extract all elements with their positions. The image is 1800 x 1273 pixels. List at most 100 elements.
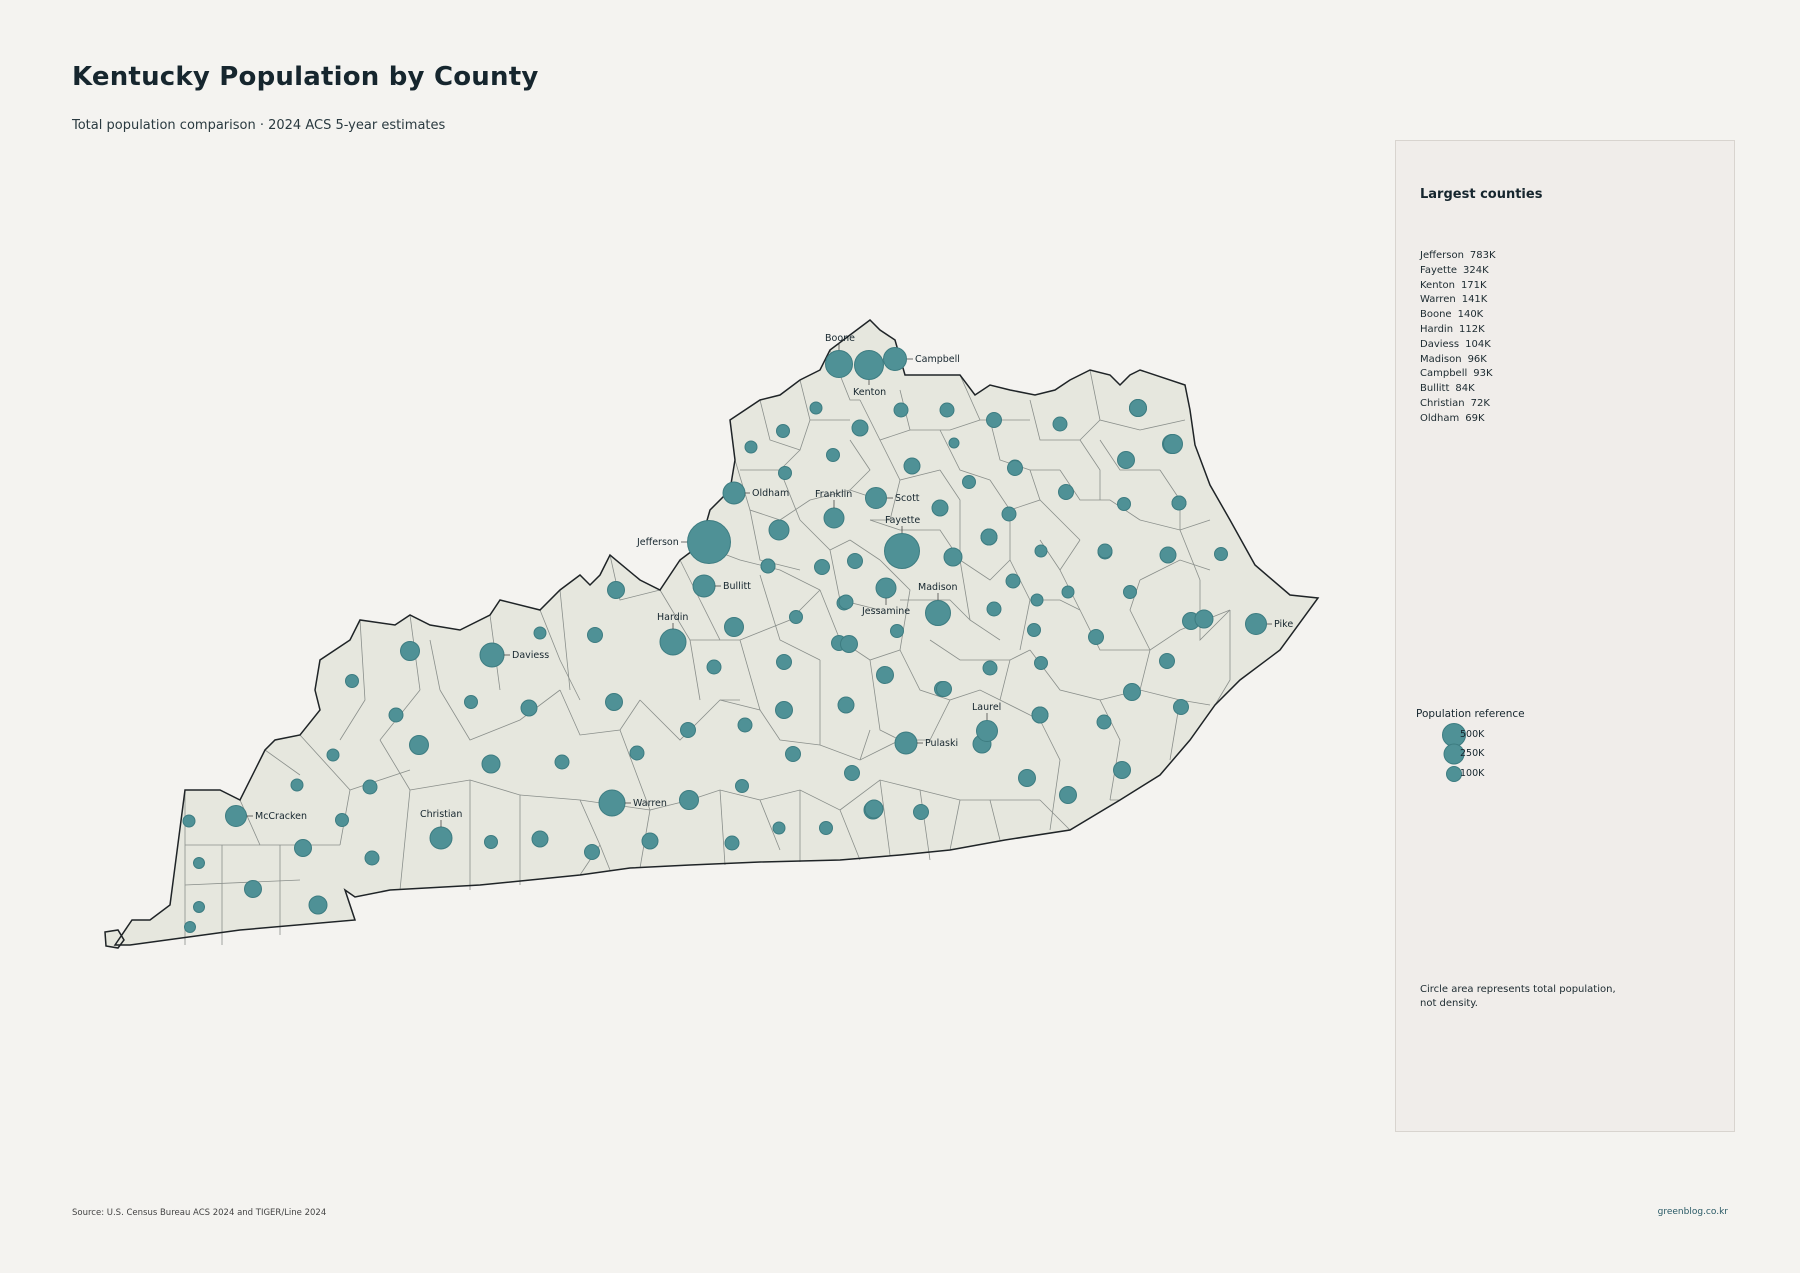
label-mccracken: McCracken bbox=[255, 811, 307, 822]
ranking-county: Christian bbox=[1420, 397, 1465, 409]
reference-circle-100k bbox=[1446, 766, 1462, 782]
ranking-county: Oldham bbox=[1420, 412, 1460, 424]
ranking-value: 783K bbox=[1469, 250, 1496, 261]
label-jessamine: Jessamine bbox=[861, 606, 910, 617]
bubble-jessamine bbox=[875, 577, 897, 599]
county-bubble bbox=[409, 735, 429, 755]
bubble-scott bbox=[865, 487, 887, 509]
reference-circle-250k bbox=[1443, 743, 1465, 765]
bubble-pulaski bbox=[894, 731, 918, 755]
ranking-item: Jefferson 783K bbox=[1420, 249, 1496, 264]
ranking-item: Warren 141K bbox=[1420, 293, 1496, 308]
bubble-mccracken bbox=[225, 805, 247, 827]
county-bubble bbox=[1171, 495, 1187, 511]
county-bubble bbox=[1061, 585, 1075, 599]
county-bubble bbox=[193, 901, 205, 913]
county-bubble bbox=[1123, 585, 1137, 599]
ranking-item: Fayette 324K bbox=[1420, 264, 1496, 279]
county-bubble bbox=[931, 499, 949, 517]
county-bubble bbox=[533, 626, 547, 640]
bubble-hardin bbox=[659, 628, 687, 656]
ranking-item: Bullitt 84K bbox=[1420, 382, 1496, 397]
label-fayette: Fayette bbox=[885, 515, 920, 526]
county-bubble bbox=[679, 790, 699, 810]
county-bubble bbox=[1117, 497, 1131, 511]
county-bubble bbox=[785, 746, 801, 762]
county-bubble bbox=[1194, 609, 1214, 629]
county-bubble bbox=[939, 402, 955, 418]
ranking-county: Fayette bbox=[1420, 264, 1458, 276]
ranking-value: 324K bbox=[1463, 264, 1489, 276]
county-bubble bbox=[1034, 656, 1048, 670]
ranking-item: Daviess 104K bbox=[1420, 338, 1496, 353]
label-campbell: Campbell bbox=[915, 354, 960, 365]
county-bubble bbox=[819, 821, 833, 835]
ranking-value: 104K bbox=[1465, 338, 1491, 350]
county-bubble bbox=[1097, 543, 1113, 559]
county-bubble bbox=[629, 745, 645, 761]
county-bubble bbox=[1005, 573, 1021, 589]
county-bubble bbox=[345, 674, 359, 688]
county-bubble bbox=[913, 804, 929, 820]
ranking-county: Boone bbox=[1420, 309, 1452, 321]
ranking-county: Kenton bbox=[1420, 279, 1455, 291]
largest-counties-list: Jefferson 783K Fayette 324K Kenton 171K Warren… bbox=[1420, 249, 1496, 427]
county-bubble bbox=[484, 835, 498, 849]
bubble-kenton bbox=[854, 350, 884, 380]
ranking-value: 93K bbox=[1473, 368, 1493, 380]
page-title: Kentucky Population by County bbox=[72, 62, 539, 92]
county-bubble bbox=[362, 779, 378, 795]
county-bubble bbox=[1117, 451, 1135, 469]
bubble-bullitt bbox=[692, 574, 716, 598]
reference-label-500k: 500K bbox=[1460, 729, 1485, 740]
county-bubble bbox=[1088, 629, 1104, 645]
county-bubble bbox=[1059, 786, 1077, 804]
label-bullitt: Bullitt bbox=[723, 581, 751, 592]
ranking-county: Hardin bbox=[1420, 323, 1454, 335]
side-panel: Largest counties Jefferson 783K Fayette 324… bbox=[1395, 140, 1735, 1132]
county-bubble bbox=[724, 617, 744, 637]
county-bubble bbox=[1007, 460, 1023, 476]
reference-circles bbox=[1442, 723, 1466, 782]
bubble-laurel bbox=[976, 720, 998, 742]
label-jefferson: Jefferson bbox=[636, 537, 679, 548]
ranking-value: 141K bbox=[1461, 294, 1488, 306]
ranking-item: Campbell 93K bbox=[1420, 367, 1496, 382]
county-bubble bbox=[760, 558, 776, 574]
brand-link[interactable]: greenblog.co.kr bbox=[1657, 1207, 1728, 1217]
county-bubble bbox=[890, 624, 904, 638]
ranking-item: Madison 96K bbox=[1420, 353, 1496, 368]
bubble-daviess bbox=[479, 642, 505, 668]
county-bubble bbox=[776, 654, 792, 670]
county-bubble bbox=[1159, 653, 1175, 669]
county-bubble bbox=[778, 466, 792, 480]
county-bubble bbox=[851, 419, 869, 437]
ranking-value: 69K bbox=[1465, 412, 1485, 424]
bubble-oldham bbox=[722, 481, 746, 505]
county-bubble bbox=[1001, 506, 1017, 522]
county-bubble bbox=[1163, 434, 1183, 454]
bubble-fayette bbox=[884, 533, 920, 569]
reference-title: Population reference bbox=[1416, 708, 1525, 720]
bubble-campbell bbox=[883, 347, 907, 371]
label-scott: Scott bbox=[895, 493, 920, 504]
county-bubble bbox=[193, 857, 205, 869]
county-bubble bbox=[814, 559, 830, 575]
county-bubble bbox=[1159, 546, 1177, 564]
panel-title: Largest counties bbox=[1420, 187, 1543, 202]
ranking-item: Oldham 69K bbox=[1420, 412, 1496, 427]
county-bubble bbox=[1052, 416, 1068, 432]
county-bubble bbox=[607, 581, 625, 599]
ranking-value: 96K bbox=[1467, 353, 1487, 365]
county-bubble bbox=[1123, 683, 1141, 701]
county-bubble bbox=[244, 880, 262, 898]
bubble-pike bbox=[1245, 613, 1267, 635]
ranking-county: Jefferson bbox=[1420, 250, 1464, 261]
county-boundaries bbox=[184, 349, 1231, 945]
county-bubble bbox=[584, 844, 600, 860]
county-bubble bbox=[1027, 623, 1041, 637]
ranking-county: Bullitt bbox=[1420, 383, 1450, 395]
county-bubble bbox=[838, 594, 854, 610]
county-bubble bbox=[1034, 544, 1048, 558]
ranking-item: Kenton 171K bbox=[1420, 279, 1496, 294]
